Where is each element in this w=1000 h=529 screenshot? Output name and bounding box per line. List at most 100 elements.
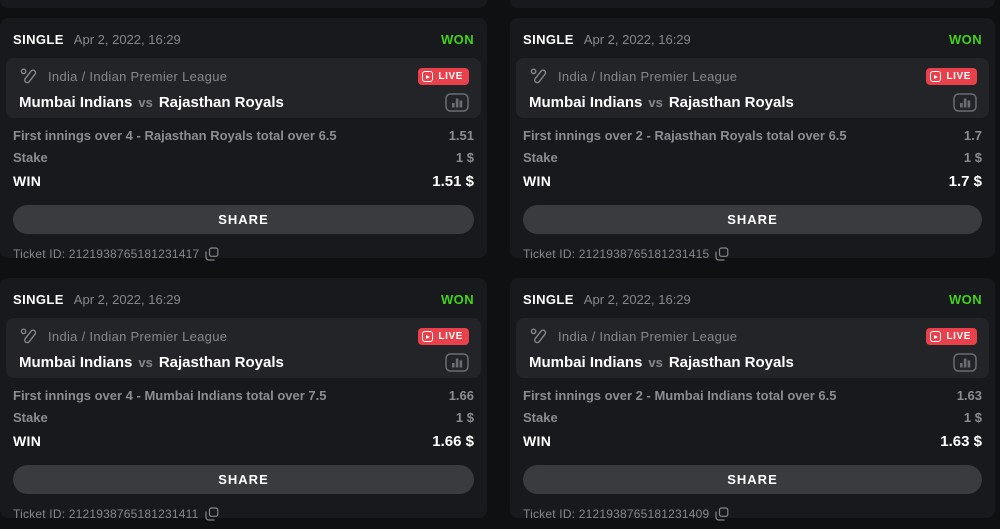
bet-date: Apr 2, 2022, 16:29	[583, 291, 691, 307]
stats-icon[interactable]	[953, 93, 977, 112]
stake-row: Stake 1 $	[13, 150, 474, 165]
share-button[interactable]: SHARE	[523, 205, 982, 234]
stats-icon[interactable]	[445, 353, 469, 372]
ticket-id-value: 2121938765181231411	[68, 507, 199, 521]
bet-type-label: SINGLE	[13, 291, 64, 307]
bet-type-label: SINGLE	[523, 291, 574, 307]
win-value: 1.66 $	[432, 433, 474, 450]
previous-row-remnants	[0, 0, 1000, 8]
vs-label: vs	[648, 95, 663, 110]
ticket-id-text: Ticket ID: 2121938765181231417	[13, 247, 199, 261]
live-label: LIVE	[438, 331, 463, 342]
stake-value: 1 $	[455, 150, 474, 165]
share-button[interactable]: SHARE	[13, 465, 474, 494]
share-button[interactable]: SHARE	[523, 465, 982, 494]
ticket-id-text: Ticket ID: 2121938765181231415	[523, 247, 709, 261]
stake-value: 1 $	[455, 410, 474, 425]
away-team-name: Rajasthan Royals	[668, 94, 794, 111]
odds-value: 1.63	[956, 388, 982, 403]
card-header: SINGLE Apr 2, 2022, 16:29 WON	[13, 286, 474, 312]
stake-row: Stake 1 $	[523, 150, 982, 165]
league-label: India / Indian Premier League	[558, 329, 738, 344]
home-team-name: Mumbai Indians	[19, 354, 133, 371]
stake-value: 1 $	[963, 410, 982, 425]
bet-card: SINGLE Apr 2, 2022, 16:29 WON India / In…	[510, 18, 995, 261]
bet-selection-row: First innings over 2 - Rajasthan Royals …	[523, 128, 982, 143]
cards-row-1: SINGLE Apr 2, 2022, 16:29 WON India / In…	[0, 18, 1000, 261]
ticket-id-text: Ticket ID: 2121938765181231409	[523, 507, 709, 521]
stats-icon[interactable]	[445, 93, 469, 112]
away-team-name: Rajasthan Royals	[158, 354, 284, 371]
win-value: 1.7 $	[948, 173, 982, 190]
league-row: India / Indian Premier League LIVE	[19, 327, 469, 346]
copy-icon[interactable]	[205, 247, 219, 261]
teams-row: Mumbai Indians vs Rajasthan Royals	[19, 93, 469, 112]
play-icon	[930, 71, 942, 82]
cricket-icon	[529, 327, 549, 346]
copy-icon[interactable]	[204, 507, 219, 521]
bet-card: SINGLE Apr 2, 2022, 16:29 WON India / In…	[0, 278, 487, 521]
win-label: WIN	[523, 173, 552, 189]
win-row: WIN 1.7 $	[523, 173, 982, 190]
live-label: LIVE	[946, 331, 971, 342]
status-badge: WON	[441, 31, 474, 47]
ticket-row: Ticket ID: 2121938765181231411	[13, 507, 474, 521]
ticket-row: Ticket ID: 2121938765181231417	[13, 247, 474, 261]
league-row: India / Indian Premier League LIVE	[19, 67, 469, 86]
match-panel: India / Indian Premier League LIVE Mumba…	[6, 318, 481, 378]
cards-row-2: SINGLE Apr 2, 2022, 16:29 WON India / In…	[0, 278, 1000, 521]
odds-value: 1.66	[448, 388, 474, 403]
live-badge: LIVE	[418, 68, 469, 85]
stats-icon[interactable]	[953, 353, 977, 372]
bet-selection-row: First innings over 4 - Mumbai Indians to…	[13, 388, 474, 403]
bet-card: SINGLE Apr 2, 2022, 16:29 WON India / In…	[0, 18, 487, 261]
cricket-icon	[19, 67, 39, 86]
match-panel: India / Indian Premier League LIVE Mumba…	[516, 58, 989, 118]
cricket-icon	[19, 327, 39, 346]
copy-icon[interactable]	[715, 507, 729, 521]
teams-row: Mumbai Indians vs Rajasthan Royals	[19, 353, 469, 372]
stake-row: Stake 1 $	[523, 410, 982, 425]
home-team-name: Mumbai Indians	[19, 94, 133, 111]
play-icon	[422, 331, 434, 342]
ticket-id-label: Ticket ID:	[13, 507, 66, 521]
bet-selection-label: First innings over 4 - Rajasthan Royals …	[13, 128, 337, 143]
ticket-row: Ticket ID: 2121938765181231415	[523, 247, 982, 261]
win-label: WIN	[13, 173, 42, 189]
stake-label: Stake	[13, 150, 48, 165]
stake-label: Stake	[523, 410, 558, 425]
stake-label: Stake	[13, 410, 48, 425]
ticket-id-value: 2121938765181231415	[578, 247, 710, 261]
copy-icon[interactable]	[715, 247, 729, 261]
status-badge: WON	[949, 291, 982, 307]
ticket-row: Ticket ID: 2121938765181231409	[523, 507, 982, 521]
live-badge: LIVE	[926, 328, 977, 345]
match-panel: India / Indian Premier League LIVE Mumba…	[516, 318, 989, 378]
live-label: LIVE	[946, 71, 971, 82]
status-badge: WON	[441, 291, 474, 307]
card-header: SINGLE Apr 2, 2022, 16:29 WON	[523, 286, 982, 312]
play-icon	[422, 71, 434, 82]
league-label: India / Indian Premier League	[558, 69, 738, 84]
home-team-name: Mumbai Indians	[529, 94, 643, 111]
vs-label: vs	[138, 95, 153, 110]
bet-selection-label: First innings over 2 - Mumbai Indians to…	[523, 388, 837, 403]
odds-value: 1.51	[448, 128, 474, 143]
bet-selection-row: First innings over 2 - Mumbai Indians to…	[523, 388, 982, 403]
win-row: WIN 1.51 $	[13, 173, 474, 190]
away-team-name: Rajasthan Royals	[158, 94, 284, 111]
ticket-id-label: Ticket ID:	[523, 247, 576, 261]
bet-selection-row: First innings over 4 - Rajasthan Royals …	[13, 128, 474, 143]
stake-value: 1 $	[963, 150, 982, 165]
win-value: 1.51 $	[432, 173, 474, 190]
teams-row: Mumbai Indians vs Rajasthan Royals	[529, 353, 977, 372]
stake-row: Stake 1 $	[13, 410, 474, 425]
league-row: India / Indian Premier League LIVE	[529, 67, 977, 86]
bet-type-label: SINGLE	[523, 31, 574, 47]
card-remnant	[0, 0, 487, 8]
bet-type-label: SINGLE	[13, 31, 64, 47]
share-button[interactable]: SHARE	[13, 205, 474, 234]
match-panel: India / Indian Premier League LIVE Mumba…	[6, 58, 481, 118]
teams-row: Mumbai Indians vs Rajasthan Royals	[529, 93, 977, 112]
